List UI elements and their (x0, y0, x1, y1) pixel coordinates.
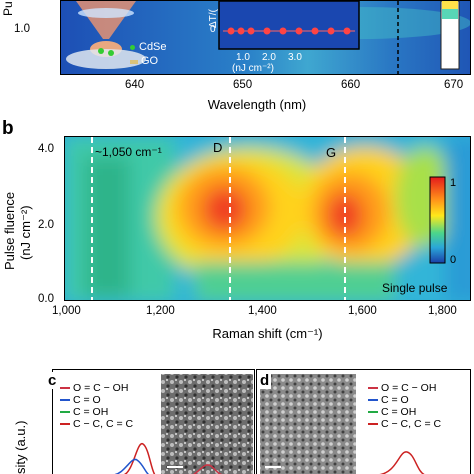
inset-x-label: (nJ cm⁻²) (232, 63, 274, 74)
inset-y-tick: 0 (210, 24, 216, 35)
spectrum-c-red (123, 443, 156, 474)
legend-item: C − C, C = C (60, 418, 133, 430)
panel-d-legend: O = C − OH C = O C = OH C − C, C = C (368, 382, 441, 430)
inset-point (263, 27, 271, 35)
legend-item: O = C − OH (60, 382, 133, 394)
inset-x-tick: 1.0 (236, 52, 250, 63)
legend-cdse: CdSe (130, 42, 167, 53)
panel-b-y-tick: 0.0 (38, 293, 54, 305)
raman-map-svg (65, 137, 470, 300)
panel-b-letter: b (2, 118, 14, 139)
legend-swatch (60, 387, 70, 390)
sem-image-d (260, 374, 356, 474)
spectrum-d-red (378, 451, 425, 474)
panel-a-map (60, 0, 471, 75)
spectrum-c-red2 (193, 464, 223, 474)
inset-point (343, 27, 351, 35)
inset-point (227, 27, 235, 35)
inset-point (327, 27, 335, 35)
legend-item: C = OH (60, 406, 133, 418)
excitation-illustration (66, 1, 146, 69)
inset-point (247, 27, 255, 35)
panel-b-y-tick: 2.0 (38, 219, 54, 231)
legend-item: C = O (60, 394, 133, 406)
panel-b-y-tick: 4.0 (38, 143, 54, 155)
legend-item: O = C − OH (368, 382, 441, 394)
annotation-d: D (213, 140, 223, 155)
panel-a-x-tick: 660 (341, 79, 361, 91)
inset-plot (218, 1, 360, 50)
panel-a-x-tick: 650 (233, 79, 253, 91)
legend-swatch (60, 399, 70, 402)
panel-b-x-tick: 1,800 (428, 305, 457, 317)
sem-image-c (161, 374, 253, 474)
panel-a-x-tick: 670 (444, 79, 464, 91)
legend-swatch (60, 411, 70, 414)
legend-swatch (60, 423, 70, 426)
panel-c-legend: O = C − OH C = O C = OH C − C, C = C (60, 382, 133, 430)
panel-b-x-tick: 1,200 (146, 305, 175, 317)
colorbar-max-label: 1 (450, 177, 457, 189)
inset-x-tick: 3.0 (288, 52, 302, 63)
panel-a-x-tick: 640 (125, 79, 145, 91)
legend-swatch (368, 411, 378, 414)
inset-point (237, 27, 245, 35)
panel-c-y-label: sity (a.u.) (13, 420, 28, 474)
panel-b-x-tick: 1,400 (248, 305, 277, 317)
panel-b-x-tick: 1,000 (52, 305, 81, 317)
panel-a-y-tick: 1.0 (14, 23, 30, 35)
legend-swatch (368, 387, 378, 390)
panel-c-frame (52, 369, 255, 474)
legend-swatch (368, 423, 378, 426)
legend-swatch (368, 399, 378, 402)
annotation-g: G (326, 145, 337, 160)
panel-a-y-label: Pu (1, 1, 15, 16)
panel-c-letter: c (46, 372, 59, 389)
legend-item: C = O (368, 394, 441, 406)
legend-cdse-dot (130, 45, 135, 50)
inset-point (279, 27, 287, 35)
panel-b-y-label-2: (nJ cm⁻²) (18, 205, 33, 260)
panel-d-letter: d (258, 372, 272, 389)
raman-map (64, 136, 471, 301)
inset-point (295, 27, 303, 35)
inset-x-tick: 2.0 (262, 52, 276, 63)
panel-b-y-label-1: Pulse fluence (2, 191, 17, 270)
panel-a-x-label: Wavelength (nm) (207, 97, 307, 112)
legend-item: C = OH (368, 406, 441, 418)
colorbar (429, 176, 446, 264)
legend-go: GO (130, 56, 158, 67)
legend-item: C − C, C = C (368, 418, 441, 430)
panel-b-x-tick: 1,600 (348, 305, 377, 317)
colorbar-min-label: 0 (450, 254, 457, 266)
single-pulse-note: Single pulse (382, 281, 448, 295)
panel-b-x-label: Raman shift (cm⁻¹) (212, 326, 323, 341)
spectrum-c-blue (113, 458, 150, 474)
annotation-1050: ~1,050 cm⁻¹ (95, 145, 162, 159)
legend-go-swatch (130, 60, 138, 64)
inset-point (311, 27, 319, 35)
panel-d-frame (256, 369, 471, 474)
